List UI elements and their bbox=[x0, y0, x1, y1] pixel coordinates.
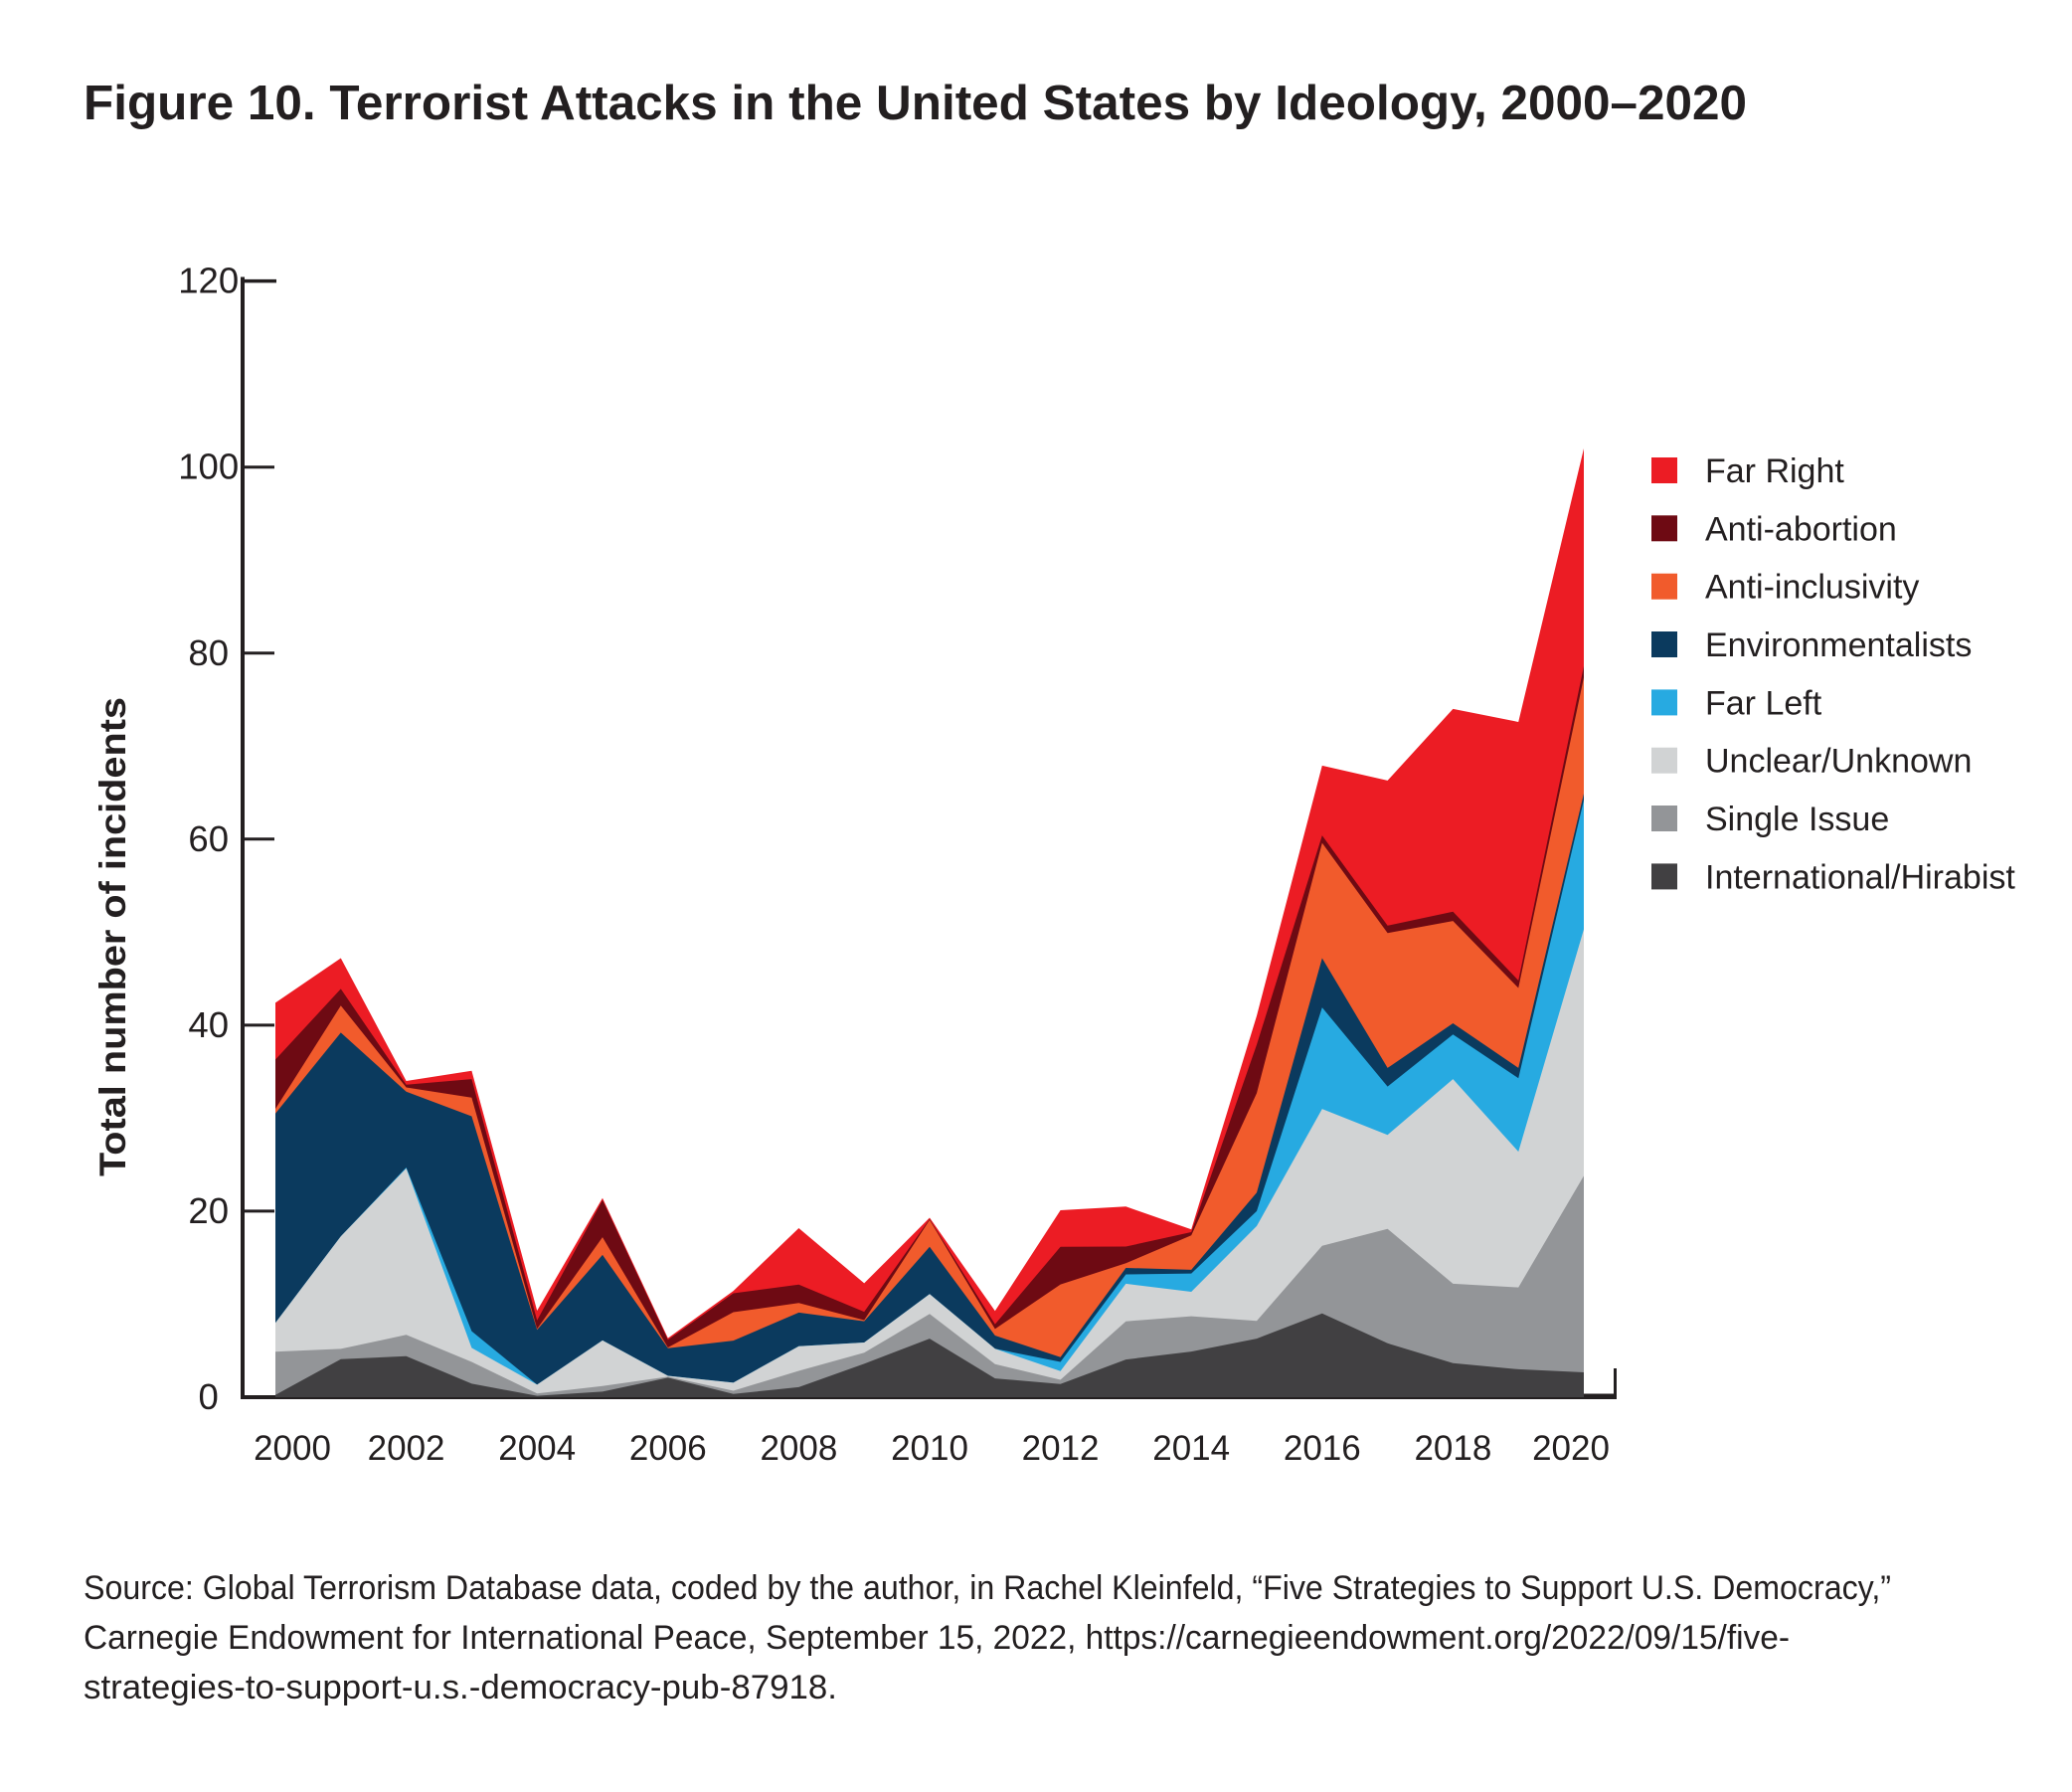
svg-text:2014: 2014 bbox=[1152, 1429, 1230, 1468]
svg-text:100: 100 bbox=[178, 447, 239, 487]
svg-text:Source: Global Terrorism Datab: Source: Global Terrorism Database data, … bbox=[84, 1569, 1891, 1607]
svg-text:0: 0 bbox=[199, 1376, 219, 1417]
svg-text:2016: 2016 bbox=[1284, 1429, 1361, 1468]
svg-text:2000: 2000 bbox=[254, 1429, 331, 1468]
svg-text:2004: 2004 bbox=[498, 1429, 576, 1468]
svg-text:2012: 2012 bbox=[1022, 1429, 1100, 1468]
svg-text:Unclear/Unknown: Unclear/Unknown bbox=[1705, 743, 1972, 781]
svg-text:80: 80 bbox=[188, 632, 229, 673]
svg-text:60: 60 bbox=[188, 818, 229, 859]
svg-text:2010: 2010 bbox=[891, 1429, 968, 1468]
svg-text:Single Issue: Single Issue bbox=[1705, 801, 1889, 838]
svg-text:Figure 10. Terrorist Attacks i: Figure 10. Terrorist Attacks in the Unit… bbox=[84, 77, 1747, 130]
svg-text:Carnegie Endowment for Interna: Carnegie Endowment for International Pea… bbox=[84, 1619, 1790, 1657]
svg-text:120: 120 bbox=[178, 261, 239, 301]
svg-text:2020: 2020 bbox=[1532, 1429, 1610, 1468]
svg-text:40: 40 bbox=[188, 1004, 229, 1045]
svg-text:2006: 2006 bbox=[629, 1429, 707, 1468]
svg-text:Far Right: Far Right bbox=[1705, 452, 1844, 490]
svg-text:Total number of incidents: Total number of incidents bbox=[92, 697, 133, 1176]
svg-text:strategies-to-support-u.s.-dem: strategies-to-support-u.s.-democracy-pub… bbox=[84, 1669, 837, 1706]
svg-text:Anti-inclusivity: Anti-inclusivity bbox=[1705, 569, 1919, 607]
svg-text:20: 20 bbox=[188, 1190, 229, 1231]
svg-text:International/Hirabist: International/Hirabist bbox=[1705, 858, 2015, 896]
svg-text:Anti-abortion: Anti-abortion bbox=[1705, 510, 1897, 548]
svg-text:Far Left: Far Left bbox=[1705, 684, 1822, 722]
svg-text:2008: 2008 bbox=[760, 1429, 837, 1468]
svg-text:2002: 2002 bbox=[368, 1429, 445, 1468]
svg-text:2018: 2018 bbox=[1414, 1429, 1491, 1468]
svg-text:Environmentalists: Environmentalists bbox=[1705, 627, 1972, 664]
